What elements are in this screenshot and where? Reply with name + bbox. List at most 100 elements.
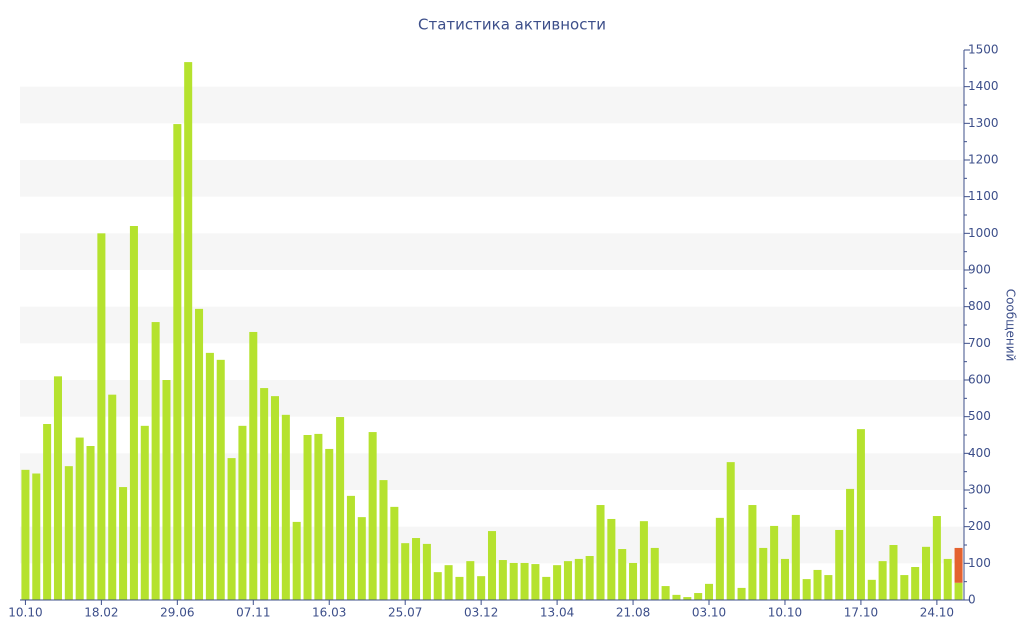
y-tick-label: 0 xyxy=(968,593,976,607)
bar xyxy=(683,597,692,600)
bar xyxy=(205,352,214,600)
bar xyxy=(216,359,225,600)
bar xyxy=(75,437,84,600)
bar xyxy=(477,576,486,600)
bar xyxy=(585,556,594,600)
bar xyxy=(704,583,714,600)
bar xyxy=(824,575,833,600)
bar xyxy=(249,331,258,600)
bar xyxy=(97,233,106,601)
bar xyxy=(607,518,616,600)
x-tick-label: 03.12 xyxy=(464,606,498,620)
x-tick-label: 17.10 xyxy=(844,606,878,620)
bar xyxy=(650,547,659,600)
y-tick-label: 700 xyxy=(968,336,991,350)
grid-band xyxy=(20,160,964,197)
x-tick-label: 07.11 xyxy=(236,606,270,620)
bar xyxy=(140,425,149,600)
bar xyxy=(835,529,844,600)
bar xyxy=(694,593,703,600)
bar xyxy=(770,525,779,600)
x-tick-label: 10.10 xyxy=(8,606,42,620)
bar xyxy=(542,576,551,600)
bar xyxy=(954,582,963,600)
bar xyxy=(856,429,865,600)
bar xyxy=(53,376,62,600)
y-tick-label: 1400 xyxy=(968,79,999,93)
x-tick-label: 25.07 xyxy=(388,606,422,620)
bar xyxy=(368,432,377,600)
y-tick-label: 600 xyxy=(968,373,991,387)
x-tick-label: 24.10 xyxy=(920,606,954,620)
bar xyxy=(32,473,41,600)
bar xyxy=(943,558,952,600)
bar xyxy=(954,547,963,583)
bar xyxy=(238,425,247,600)
grid-band xyxy=(20,380,964,417)
bar xyxy=(390,506,399,600)
x-tick-label: 18.02 xyxy=(84,606,118,620)
bar xyxy=(780,558,789,600)
bar xyxy=(129,226,138,600)
bar xyxy=(162,380,171,600)
bar xyxy=(466,561,475,600)
bar xyxy=(184,62,193,601)
bar xyxy=(195,308,204,600)
bar xyxy=(270,396,280,600)
grid-band xyxy=(20,453,964,490)
bar xyxy=(574,558,583,600)
chart-title: Статистика активности xyxy=(418,16,606,34)
y-tick-label: 1300 xyxy=(968,116,999,130)
grid-band xyxy=(20,86,964,124)
bar xyxy=(173,124,182,601)
y-tick-label: 400 xyxy=(968,446,991,460)
grid-band xyxy=(20,306,964,344)
bar xyxy=(422,543,431,600)
bar xyxy=(433,572,442,600)
y-tick-label: 800 xyxy=(968,299,991,313)
bar xyxy=(639,521,648,600)
bar xyxy=(21,469,30,600)
bar xyxy=(563,561,572,600)
bar xyxy=(867,579,876,600)
bar xyxy=(325,448,334,600)
bar xyxy=(509,562,518,600)
grid-band xyxy=(20,233,964,270)
y-tick-label: 1500 xyxy=(968,43,999,57)
bar xyxy=(629,562,638,600)
x-tick-label: 21.08 xyxy=(616,606,650,620)
bar xyxy=(889,545,898,600)
bar xyxy=(748,505,757,600)
bar xyxy=(553,565,562,600)
bar xyxy=(260,388,269,600)
bar xyxy=(531,564,540,600)
bar xyxy=(715,517,724,600)
bar xyxy=(357,517,366,600)
bar xyxy=(878,561,887,600)
x-tick-label: 29.06 xyxy=(160,606,194,620)
y-tick-label: 500 xyxy=(968,409,991,423)
x-tick-label: 03.10 xyxy=(692,606,726,620)
bar xyxy=(336,417,345,600)
bar xyxy=(922,546,931,600)
x-tick-label: 13.04 xyxy=(540,606,574,620)
bar xyxy=(759,547,768,600)
bar xyxy=(726,462,735,600)
bar xyxy=(346,495,355,600)
bar xyxy=(43,424,52,600)
y-tick-label: 100 xyxy=(968,556,991,570)
x-tick-label: 10.10 xyxy=(768,606,802,620)
y-tick-label: 1200 xyxy=(968,153,999,167)
bar xyxy=(487,531,497,600)
bar xyxy=(900,575,909,600)
y-tick-label: 1000 xyxy=(968,226,999,240)
bar xyxy=(846,488,855,600)
bar xyxy=(444,565,453,600)
bar xyxy=(596,505,605,600)
bar xyxy=(314,433,323,600)
x-tick-label: 16.03 xyxy=(312,606,346,620)
bar xyxy=(281,414,290,600)
bar xyxy=(151,322,160,600)
bar xyxy=(661,586,670,600)
